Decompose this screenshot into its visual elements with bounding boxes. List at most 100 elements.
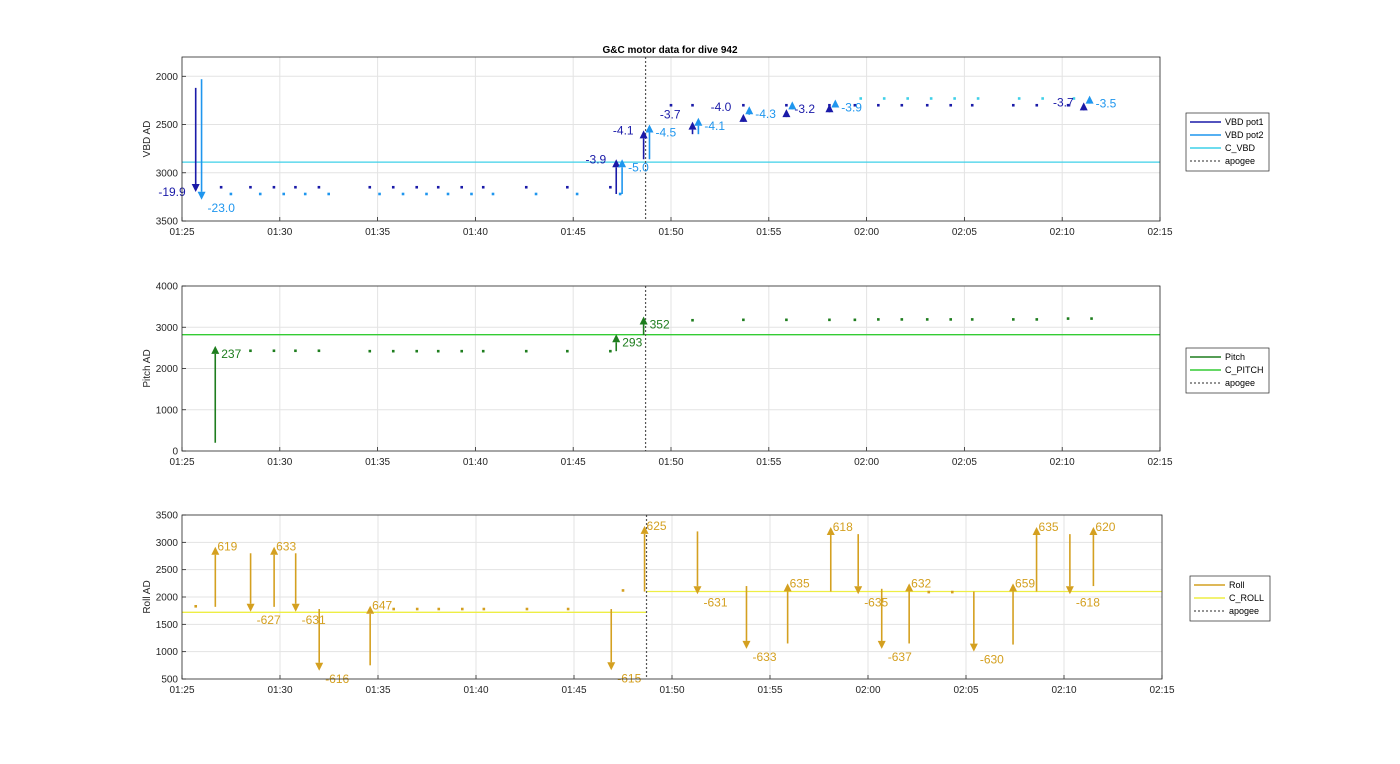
data-point (524, 349, 528, 353)
move-arrow-head (739, 113, 748, 122)
legend-label: apogee (1225, 378, 1255, 388)
y-tick-label: 3500 (156, 217, 179, 228)
data-point (282, 192, 286, 196)
move-label: -3.2 (794, 102, 815, 116)
data-point (900, 318, 904, 321)
y-tick-label: 2500 (156, 120, 179, 131)
x-tick-label: 02:00 (854, 457, 879, 468)
data-point (1066, 317, 1070, 320)
move-label: -4.1 (704, 119, 725, 133)
axes-box (181, 56, 1161, 222)
data-point (525, 607, 529, 611)
move-label: -4.3 (755, 107, 776, 121)
legend-label: C_ROLL (1229, 593, 1264, 603)
move-arrow-head (315, 662, 324, 671)
x-tick-label: 01:35 (365, 227, 390, 238)
legend-label: C_VBD (1225, 143, 1256, 153)
y-tick-label: 3000 (156, 168, 179, 179)
move-label: 632 (911, 576, 931, 590)
data-point (272, 349, 276, 353)
data-point (742, 318, 745, 322)
data-point (1012, 103, 1015, 107)
y-tick-label: 3000 (156, 323, 179, 334)
legend-label: VBD pot2 (1225, 130, 1264, 140)
data-point (482, 607, 486, 611)
x-tick-label: 01:50 (658, 457, 683, 468)
move-label: 659 (1015, 576, 1035, 590)
data-point (949, 103, 953, 107)
move-label: 635 (1039, 520, 1059, 534)
data-point (436, 185, 440, 189)
data-point (853, 318, 857, 322)
data-point (853, 103, 857, 107)
move-arrow-head (788, 101, 797, 110)
data-point (1066, 103, 1070, 107)
move-arrow-head (246, 603, 255, 612)
data-point (621, 589, 625, 592)
data-point (303, 192, 307, 196)
move-label: 625 (647, 519, 667, 533)
move-label: 293 (622, 335, 642, 349)
x-tick-label: 01:50 (658, 227, 683, 238)
y-tick-label: 1500 (156, 620, 179, 631)
data-point (925, 103, 929, 107)
data-point (1090, 317, 1093, 320)
move-label: -4.1 (613, 123, 634, 137)
x-tick-label: 01:55 (756, 457, 781, 468)
data-point (294, 349, 297, 353)
data-point (460, 349, 464, 353)
move-arrow-head (905, 583, 914, 592)
data-point (368, 185, 372, 189)
data-point (609, 349, 612, 353)
data-point (970, 103, 974, 107)
y-tick-label: 2000 (156, 364, 179, 375)
x-tick-label: 01:25 (169, 227, 194, 238)
y-axis-label: Roll AD (142, 580, 153, 613)
data-point (906, 97, 909, 100)
data-point (392, 607, 395, 611)
move-arrow-head (877, 640, 886, 649)
data-point (877, 103, 880, 107)
data-point (368, 349, 372, 353)
move-label: -633 (752, 650, 776, 664)
y-tick-label: 500 (161, 675, 178, 686)
legend-label: apogee (1229, 606, 1259, 616)
legend-label: apogee (1225, 156, 1255, 166)
data-point (929, 97, 933, 100)
x-tick-label: 01:30 (267, 227, 292, 238)
move-label: -631 (703, 595, 727, 609)
x-tick-label: 01:35 (365, 457, 390, 468)
move-label: -3.7 (1053, 95, 1074, 109)
move-arrow-head (1065, 586, 1074, 595)
data-point (566, 607, 570, 611)
data-point (785, 103, 788, 107)
move-arrow-head (1009, 583, 1018, 592)
move-label: -3.9 (586, 152, 607, 166)
move-arrow-head (618, 159, 627, 168)
move-arrow-head (366, 605, 375, 614)
data-point (575, 192, 579, 196)
x-tick-label: 01:55 (756, 227, 781, 238)
move-arrow-head (693, 586, 702, 595)
move-arrow-head (782, 109, 791, 118)
move-label: -627 (257, 613, 281, 627)
move-arrow-head (745, 106, 754, 115)
move-label: -637 (888, 650, 912, 664)
x-tick-label: 02:05 (952, 227, 977, 238)
move-arrow-head (1079, 102, 1088, 111)
move-arrow-head (694, 117, 703, 126)
data-point (258, 192, 262, 196)
data-point (391, 185, 395, 189)
data-point (566, 349, 569, 353)
data-point (859, 97, 863, 100)
x-tick-label: 01:45 (561, 457, 586, 468)
move-arrow-head (645, 124, 654, 133)
data-point (401, 192, 405, 196)
move-label: -630 (980, 653, 1004, 667)
x-tick-label: 01:40 (463, 685, 488, 696)
x-tick-label: 01:50 (659, 685, 684, 696)
move-label: 635 (790, 576, 810, 590)
move-arrow-head (270, 546, 279, 555)
move-label: -23.0 (208, 201, 236, 215)
